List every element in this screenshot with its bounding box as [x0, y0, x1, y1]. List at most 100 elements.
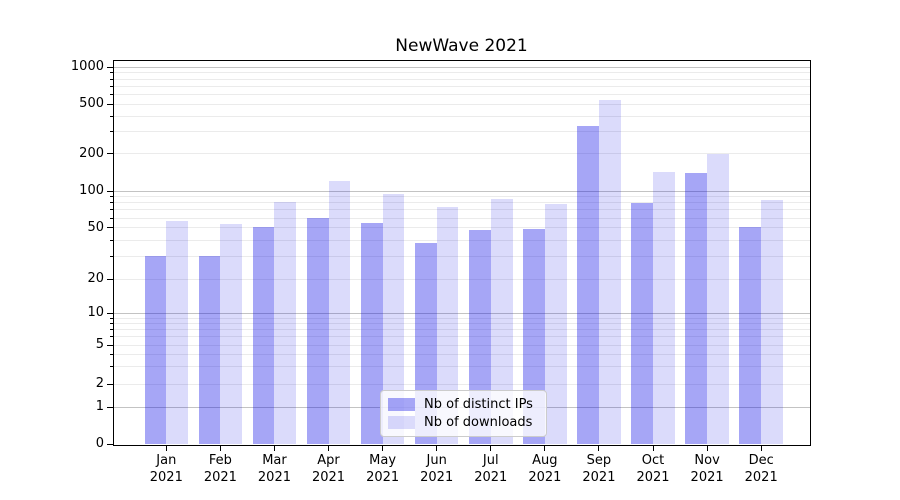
- y-tick-mark: [107, 406, 113, 408]
- x-axis-tick-label: Jul 2021: [463, 452, 519, 486]
- legend-label-downloads: Nb of downloads: [424, 415, 533, 430]
- x-tick-mark: [598, 445, 600, 451]
- y-tick-mark: [107, 344, 113, 346]
- x-tick-mark: [273, 445, 275, 451]
- y-axis-tick-label: 1: [95, 399, 104, 415]
- x-axis-tick-label-year: 2021: [744, 470, 778, 485]
- major-gridline: [114, 66, 810, 68]
- minor-gridline: [114, 78, 810, 80]
- x-axis-tick-label: Aug 2021: [517, 452, 573, 486]
- plot-area: [113, 60, 811, 446]
- minor-gridline: [114, 131, 810, 133]
- y-minor-tick-mark: [110, 317, 113, 319]
- y-axis-tick-label: 0: [95, 436, 104, 452]
- x-axis-tick-label-year: 2021: [690, 470, 724, 485]
- x-axis-tick-label-year: 2021: [582, 470, 616, 485]
- y-minor-tick-mark: [110, 354, 113, 356]
- minor-gridline: [114, 85, 810, 87]
- y-axis-tick-label: 50: [87, 219, 104, 235]
- minor-gridline: [114, 336, 810, 338]
- legend-item-distinct-ips: Nb of distinct IPs: [388, 396, 538, 413]
- minor-gridline: [114, 239, 810, 241]
- bar-distinct-ips: [577, 125, 599, 444]
- y-axis-tick-label: 100: [79, 183, 104, 199]
- x-axis-tick-label: Apr 2021: [301, 452, 357, 486]
- minor-gridline: [114, 196, 810, 198]
- y-axis-tick-label: 5: [95, 337, 104, 352]
- minor-gridline: [114, 209, 810, 211]
- x-axis-tick-label-year: 2021: [420, 470, 454, 485]
- y-axis-tick-label: 10: [87, 305, 104, 321]
- x-axis-tick-label: Jun 2021: [409, 452, 465, 486]
- x-tick-mark: [219, 445, 221, 451]
- y-minor-tick-mark: [110, 209, 113, 211]
- minor-gridline: [114, 323, 810, 324]
- bar-downloads: [328, 181, 351, 444]
- y-minor-tick-mark: [110, 115, 113, 117]
- bar-distinct-ips: [739, 226, 762, 444]
- bar-downloads: [653, 172, 675, 444]
- x-axis-tick-label-year: 2021: [203, 470, 237, 485]
- x-axis-tick-label-year: 2021: [311, 470, 346, 485]
- legend: Nb of distinct IPs Nb of downloads: [380, 390, 547, 437]
- y-minor-tick-mark: [110, 72, 113, 74]
- x-axis-tick-label: Nov 2021: [679, 452, 735, 486]
- legend-swatch-downloads-icon: [388, 416, 415, 429]
- minor-gridline: [114, 115, 810, 117]
- y-tick-mark: [107, 227, 113, 229]
- y-axis-tick-label: 1000: [70, 59, 104, 75]
- major-gridline: [114, 312, 810, 314]
- minor-gridline: [114, 366, 810, 368]
- y-tick-mark: [107, 312, 113, 314]
- bar-downloads: [598, 100, 621, 444]
- x-tick-mark: [760, 445, 762, 451]
- y-minor-tick-mark: [110, 255, 113, 257]
- minor-gridline: [114, 329, 810, 331]
- x-tick-mark: [706, 445, 708, 451]
- minor-gridline: [114, 317, 810, 319]
- y-minor-tick-mark: [110, 94, 113, 96]
- minor-gridline: [114, 227, 810, 229]
- minor-gridline: [114, 72, 810, 74]
- chart-title: NewWave 2021: [395, 36, 528, 56]
- x-axis-tick-label-year: 2021: [257, 470, 291, 485]
- major-gridline: [114, 190, 810, 192]
- y-minor-tick-mark: [110, 336, 113, 338]
- bar-downloads: [761, 200, 783, 444]
- bar-distinct-ips: [631, 202, 654, 444]
- y-minor-tick-mark: [110, 196, 113, 198]
- y-tick-mark: [107, 190, 113, 192]
- x-tick-mark: [382, 445, 384, 451]
- x-axis-tick-label-year: 2021: [474, 470, 508, 485]
- y-minor-tick-mark: [110, 217, 113, 219]
- x-axis-tick-label: Sep 2021: [571, 452, 627, 486]
- y-minor-tick-mark: [110, 329, 113, 331]
- y-axis-tick-label: 500: [79, 96, 104, 112]
- minor-gridline: [114, 202, 810, 204]
- x-tick-mark: [490, 445, 492, 451]
- x-tick-mark: [436, 445, 438, 451]
- bar-distinct-ips: [198, 256, 221, 444]
- legend-label-distinct-ips: Nb of distinct IPs: [424, 397, 533, 412]
- x-axis-tick-label: Oct 2021: [625, 452, 681, 486]
- bar-downloads: [166, 220, 189, 444]
- x-tick-mark: [165, 445, 167, 451]
- x-axis-tick-label-year: 2021: [528, 470, 562, 485]
- legend-item-downloads: Nb of downloads: [388, 414, 538, 431]
- minor-gridline: [114, 278, 810, 280]
- x-axis-tick-label: Feb 2021: [192, 452, 248, 486]
- bar-distinct-ips: [306, 218, 329, 444]
- x-tick-mark: [328, 445, 330, 451]
- legend-swatch-distinct-ips-icon: [388, 398, 415, 411]
- bar-downloads: [274, 201, 297, 444]
- minor-gridline: [114, 354, 810, 356]
- y-minor-tick-mark: [110, 239, 113, 241]
- x-tick-mark: [544, 445, 546, 451]
- minor-gridline: [114, 255, 810, 257]
- minor-gridline: [114, 94, 810, 96]
- bar-downloads: [436, 207, 459, 444]
- minor-gridline: [114, 217, 810, 219]
- bar-downloads: [544, 204, 567, 444]
- bar-downloads: [382, 193, 405, 444]
